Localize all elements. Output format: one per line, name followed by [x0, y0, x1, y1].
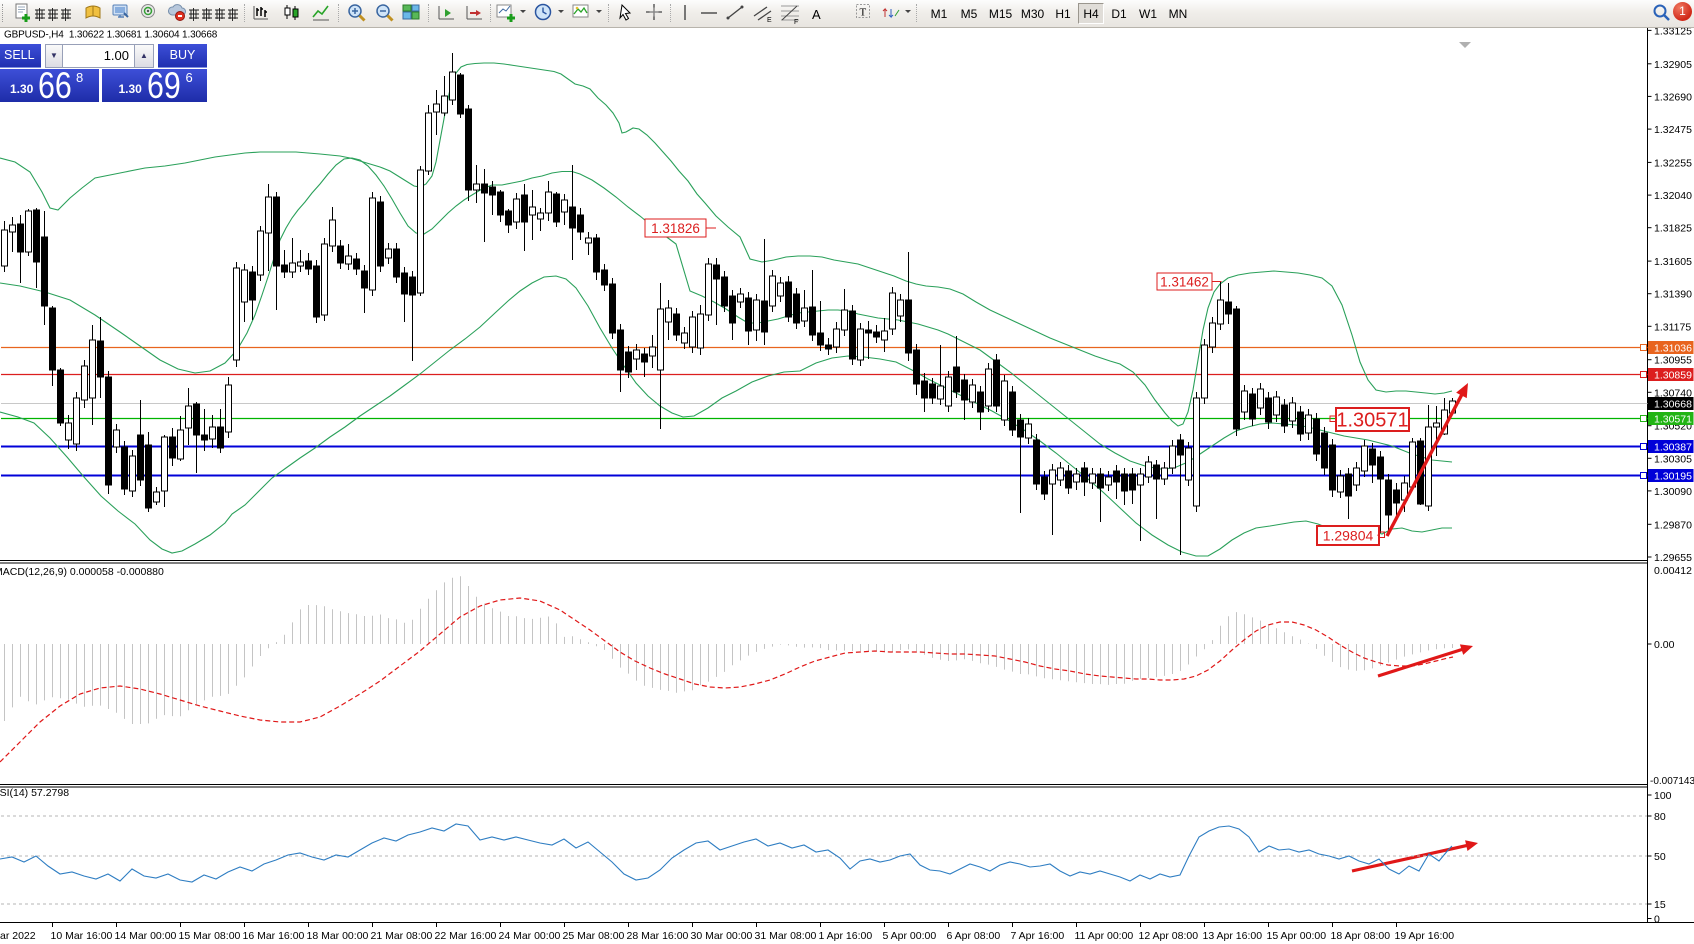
svg-text:6 Apr 08:00: 6 Apr 08:00: [947, 930, 1001, 942]
svg-text:-0.007143: -0.007143: [1650, 776, 1694, 787]
svg-text:80: 80: [1654, 811, 1666, 823]
svg-text:1.32040: 1.32040: [1654, 190, 1692, 202]
svg-text:28 Mar 16:00: 28 Mar 16:00: [627, 930, 689, 942]
svg-text:1.30090: 1.30090: [1654, 486, 1692, 498]
svg-text:E: E: [767, 17, 772, 24]
svg-text:16 Mar 16:00: 16 Mar 16:00: [243, 930, 305, 942]
svg-text:15 Mar 08:00: 15 Mar 08:00: [179, 930, 241, 942]
svg-text:18 Mar 00:00: 18 Mar 00:00: [307, 930, 369, 942]
svg-text:1.32475: 1.32475: [1654, 124, 1692, 136]
svg-text:1.30387: 1.30387: [1654, 442, 1692, 454]
svg-text:5 Apr 00:00: 5 Apr 00:00: [883, 930, 937, 942]
svg-text:7 Apr 16:00: 7 Apr 16:00: [1011, 930, 1065, 942]
svg-text:31 Mar 08:00: 31 Mar 08:00: [755, 930, 817, 942]
svg-text:100: 100: [1654, 790, 1672, 802]
svg-text:T: T: [860, 7, 867, 19]
svg-text:1.32690: 1.32690: [1654, 91, 1692, 103]
svg-text:F: F: [794, 19, 798, 25]
svg-text:25 Mar 08:00: 25 Mar 08:00: [563, 930, 625, 942]
svg-text:0: 0: [1654, 914, 1660, 926]
svg-text:1.29870: 1.29870: [1654, 519, 1692, 531]
svg-text:13 Apr 16:00: 13 Apr 16:00: [1203, 930, 1263, 942]
svg-text:1.30859: 1.30859: [1654, 370, 1692, 382]
svg-text:21 Mar 08:00: 21 Mar 08:00: [371, 930, 433, 942]
svg-text:15: 15: [1654, 899, 1666, 911]
svg-text:12 Apr 08:00: 12 Apr 08:00: [1139, 930, 1199, 942]
svg-text:0.00412: 0.00412: [1654, 565, 1692, 577]
svg-text:1.30571: 1.30571: [1336, 410, 1408, 432]
svg-text:1.29804: 1.29804: [1323, 528, 1374, 544]
svg-text:18 Apr 08:00: 18 Apr 08:00: [1331, 930, 1391, 942]
svg-text:1.31825: 1.31825: [1654, 223, 1692, 235]
svg-text:1.30740: 1.30740: [1654, 387, 1692, 399]
svg-text:50: 50: [1654, 851, 1666, 863]
svg-text:1.32905: 1.32905: [1654, 59, 1692, 71]
svg-text:0.00: 0.00: [1654, 639, 1675, 651]
svg-text:1.30571: 1.30571: [1654, 414, 1692, 426]
svg-text:11 Apr 00:00: 11 Apr 00:00: [1075, 930, 1134, 942]
svg-text:14 Mar 00:00: 14 Mar 00:00: [115, 930, 177, 942]
svg-text:1.31390: 1.31390: [1654, 289, 1692, 301]
svg-text:1.30955: 1.30955: [1654, 355, 1692, 367]
svg-text:1.31826: 1.31826: [651, 221, 700, 236]
svg-text:1.31462: 1.31462: [1160, 274, 1209, 289]
svg-text:22 Mar 16:00: 22 Mar 16:00: [435, 930, 497, 942]
svg-text:30 Mar 00:00: 30 Mar 00:00: [691, 930, 753, 942]
svg-text:10 Mar 16:00: 10 Mar 16:00: [51, 930, 113, 942]
svg-text:1 Apr 16:00: 1 Apr 16:00: [819, 930, 873, 942]
svg-text:MACD(12,26,9) 0.000058 -0.0008: MACD(12,26,9) 0.000058 -0.000880: [0, 566, 164, 578]
svg-text:GBPUSD-,H4 1.30622 1.30681 1.: GBPUSD-,H4 1.30622 1.30681 1.30604 1.306…: [4, 30, 218, 41]
svg-text:1.30305: 1.30305: [1654, 453, 1692, 465]
svg-text:ar 2022: ar 2022: [0, 930, 36, 942]
svg-text:1.32255: 1.32255: [1654, 157, 1692, 169]
svg-text:24 Mar 00:00: 24 Mar 00:00: [499, 930, 561, 942]
svg-text:RSI(14) 57.2798: RSI(14) 57.2798: [0, 787, 69, 799]
svg-text:1.31605: 1.31605: [1654, 256, 1692, 268]
svg-text:1.31175: 1.31175: [1654, 321, 1691, 333]
svg-text:1.29655: 1.29655: [1654, 552, 1692, 564]
svg-text:1.30668: 1.30668: [1654, 399, 1692, 411]
svg-text:1.31036: 1.31036: [1654, 343, 1692, 355]
svg-text:1.30195: 1.30195: [1654, 471, 1692, 483]
svg-text:1.33125: 1.33125: [1654, 25, 1692, 37]
svg-text:19 Apr 16:00: 19 Apr 16:00: [1395, 930, 1455, 942]
svg-text:15 Apr 00:00: 15 Apr 00:00: [1267, 930, 1327, 942]
